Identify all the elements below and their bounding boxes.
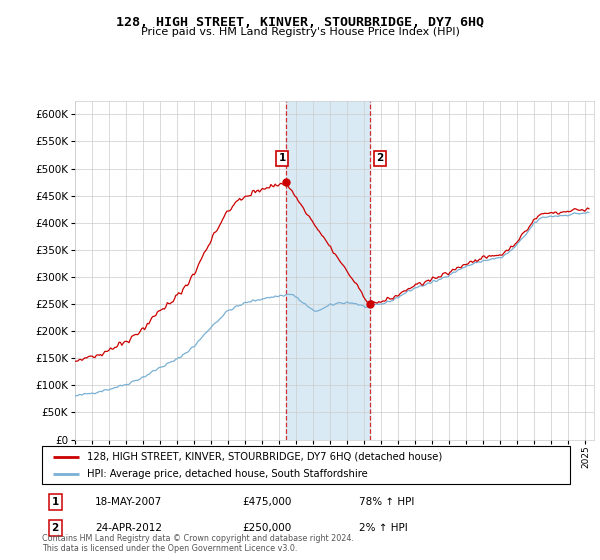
Bar (286, 101, 370, 440)
Text: 2: 2 (376, 153, 383, 163)
Text: 128, HIGH STREET, KINVER, STOURBRIDGE, DY7 6HQ: 128, HIGH STREET, KINVER, STOURBRIDGE, D… (116, 16, 484, 29)
FancyBboxPatch shape (42, 446, 570, 484)
Text: 18-MAY-2007: 18-MAY-2007 (95, 497, 162, 507)
Text: £475,000: £475,000 (242, 497, 292, 507)
Text: 24-APR-2012: 24-APR-2012 (95, 523, 162, 533)
Text: Price paid vs. HM Land Registry's House Price Index (HPI): Price paid vs. HM Land Registry's House … (140, 27, 460, 37)
Text: 1: 1 (52, 497, 59, 507)
Text: 2: 2 (52, 523, 59, 533)
Text: £250,000: £250,000 (242, 523, 292, 533)
Text: 1: 1 (278, 153, 286, 163)
Text: 78% ↑ HPI: 78% ↑ HPI (359, 497, 414, 507)
Text: 2% ↑ HPI: 2% ↑ HPI (359, 523, 407, 533)
Text: HPI: Average price, detached house, South Staffordshire: HPI: Average price, detached house, Sout… (87, 469, 368, 479)
Text: Contains HM Land Registry data © Crown copyright and database right 2024.
This d: Contains HM Land Registry data © Crown c… (42, 534, 354, 553)
Text: 128, HIGH STREET, KINVER, STOURBRIDGE, DY7 6HQ (detached house): 128, HIGH STREET, KINVER, STOURBRIDGE, D… (87, 451, 442, 461)
